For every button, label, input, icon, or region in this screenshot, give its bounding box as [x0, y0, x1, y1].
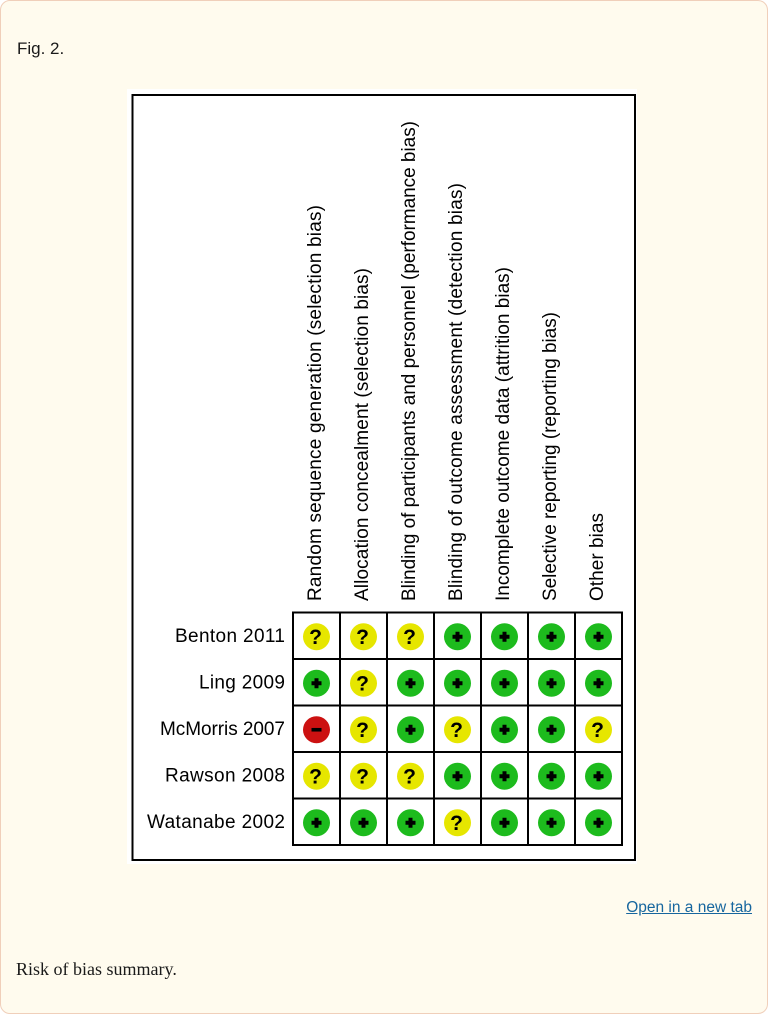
svg-text:Incomplete outcome data (attri: Incomplete outcome data (attrition bias): [493, 267, 514, 601]
svg-text:?: ?: [309, 765, 322, 788]
svg-text:?: ?: [403, 765, 416, 788]
svg-text:?: ?: [450, 719, 463, 742]
svg-text:Blinding of participants and p: Blinding of participants and personnel (…: [399, 121, 420, 601]
svg-text:Rawson 2008: Rawson 2008: [165, 766, 285, 787]
svg-text:Other bias: Other bias: [587, 513, 608, 601]
svg-text:?: ?: [450, 812, 463, 835]
svg-text:Watanabe 2002: Watanabe 2002: [147, 812, 285, 833]
svg-text:?: ?: [356, 672, 369, 695]
svg-text:?: ?: [356, 626, 369, 649]
svg-text:Random sequence generation (se: Random sequence generation (selection bi…: [305, 205, 326, 601]
svg-text:Benton 2011: Benton 2011: [175, 626, 285, 647]
svg-text:Ling 2009: Ling 2009: [199, 673, 285, 694]
svg-text:Selective reporting (reporting: Selective reporting (reporting bias): [540, 312, 561, 601]
svg-text:?: ?: [356, 765, 369, 788]
svg-text:?: ?: [403, 626, 416, 649]
svg-text:?: ?: [591, 719, 604, 742]
svg-text:Blinding of outcome assessment: Blinding of outcome assessment (detectio…: [446, 183, 467, 601]
svg-text:?: ?: [309, 626, 322, 649]
svg-text:Allocation concealment (select: Allocation concealment (selection bias): [352, 268, 373, 601]
svg-text:?: ?: [356, 719, 369, 742]
svg-text:McMorris 2007: McMorris 2007: [160, 719, 285, 740]
